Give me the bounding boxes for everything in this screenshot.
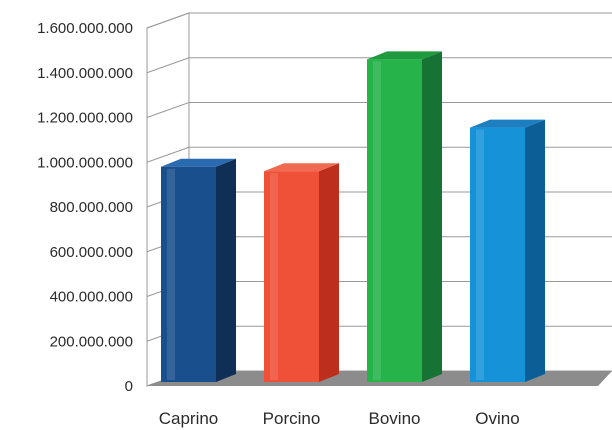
bar-highlight xyxy=(270,173,278,380)
y-tick-label: 0 xyxy=(125,378,133,395)
y-tick-label: 1.200.000.000 xyxy=(37,110,133,127)
x-tick-label: Ovino xyxy=(475,409,519,428)
bar xyxy=(264,163,339,382)
x-axis-category-labels: Caprino Porcino Bovino Ovino xyxy=(159,409,520,428)
bar-front xyxy=(161,166,216,382)
bar xyxy=(367,51,442,382)
x-tick-label: Caprino xyxy=(159,409,219,428)
gridline-side xyxy=(146,102,190,118)
bar-highlight xyxy=(476,129,484,380)
bar-highlight xyxy=(373,61,381,380)
y-axis-tick-labels: 0 200.000.000 400.000.000 600.000.000 800.00… xyxy=(37,20,133,395)
x-tick-label: Porcino xyxy=(263,409,321,428)
gridline-side xyxy=(146,146,190,163)
gridline-side xyxy=(146,12,190,29)
y-tick-label: 1.000.000.000 xyxy=(37,154,133,171)
y-tick-label: 600.000.000 xyxy=(50,244,133,261)
y-tick-label: 800.000.000 xyxy=(50,199,133,216)
y-tick-label: 400.000.000 xyxy=(50,289,133,306)
gridline-side xyxy=(146,57,190,74)
x-tick-label: Bovino xyxy=(369,409,421,428)
bar xyxy=(161,158,236,382)
bar-side xyxy=(422,51,442,382)
bar-top xyxy=(470,119,545,128)
bar-front xyxy=(470,127,525,382)
bar-highlight xyxy=(167,168,175,380)
y-tick-label: 1.600.000.000 xyxy=(37,20,133,37)
bar-side xyxy=(216,158,236,382)
bars xyxy=(161,51,545,382)
y-tick-label: 200.000.000 xyxy=(50,333,133,350)
bar-side xyxy=(319,163,339,382)
bar-side xyxy=(525,119,545,382)
y-tick-label: 1.400.000.000 xyxy=(37,65,133,82)
bar-front xyxy=(264,171,319,382)
bar xyxy=(470,119,545,382)
bar-top xyxy=(264,163,339,172)
bar-top xyxy=(367,51,442,60)
bar-top xyxy=(161,158,236,167)
bar-front xyxy=(367,59,422,382)
